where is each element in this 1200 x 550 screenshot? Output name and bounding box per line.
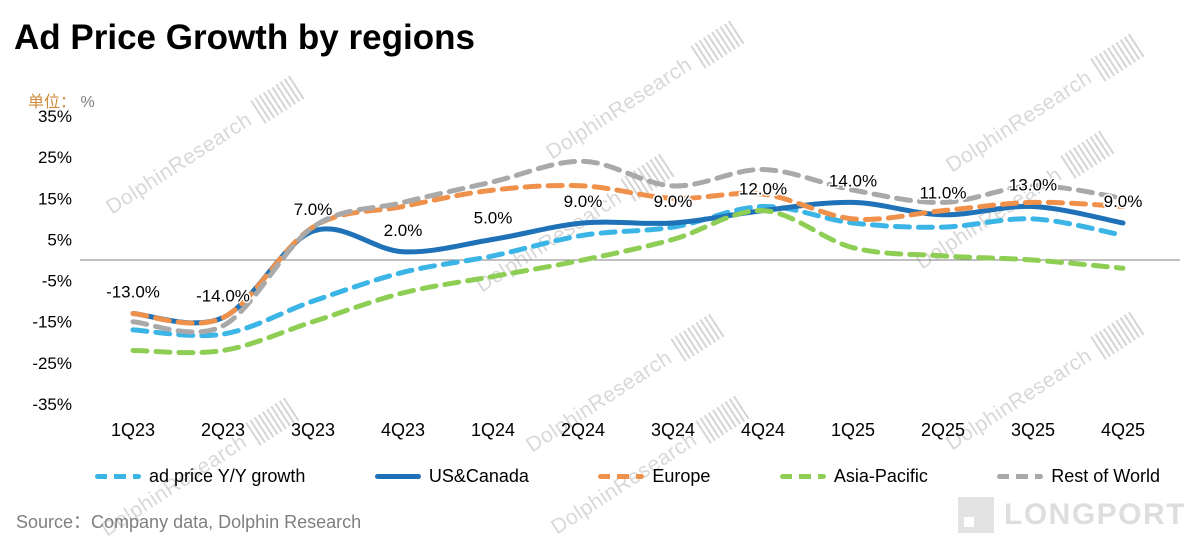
- data-label: 11.0%: [920, 184, 967, 203]
- y-tick-label: 35%: [38, 107, 72, 126]
- legend-line-sample: [598, 474, 645, 479]
- legend-item-rest-of-world: Rest of World: [997, 466, 1160, 487]
- legend-line-sample: [374, 474, 421, 479]
- series-line-asia-pacific: [130, 208, 1126, 356]
- legend-label: ad price Y/Y growth: [149, 466, 306, 486]
- source-note: Source：Company data, Dolphin Research: [16, 512, 362, 532]
- y-tick-label: -5%: [42, 272, 72, 291]
- x-tick-label: 1Q24: [471, 420, 515, 440]
- legend-label: Rest of World: [1051, 466, 1160, 486]
- x-tick-label: 2Q24: [561, 420, 605, 440]
- x-tick-label: 3Q24: [651, 420, 695, 440]
- x-tick-label: 4Q23: [381, 420, 425, 440]
- legend-line-sample: [997, 474, 1044, 479]
- longport-logo-text: LONGPORT: [1004, 498, 1186, 531]
- legend-line-sample: [95, 474, 141, 479]
- data-label: 9.0%: [654, 192, 693, 211]
- unit-label-text: 单位：: [28, 94, 77, 111]
- series-line-us-canada: [130, 199, 1126, 326]
- data-label: -14.0%: [196, 287, 250, 306]
- data-label: 14.0%: [829, 171, 877, 190]
- legend-line-sample: [779, 474, 826, 479]
- chart-legend: ad price Y/Y growth US&Canada Europe Asia-P…: [95, 466, 1160, 487]
- data-label: 9.0%: [564, 192, 603, 211]
- x-tick-label: 2Q23: [201, 420, 245, 440]
- data-label: 13.0%: [1009, 176, 1057, 195]
- unit-value-text: %: [80, 94, 95, 111]
- watermark-barcode-icon: [1089, 32, 1147, 83]
- legend-label: US&Canada: [428, 466, 529, 486]
- unit-label: 单位： %: [28, 88, 95, 112]
- y-tick-label: 5%: [47, 230, 72, 249]
- data-label: 12.0%: [739, 180, 787, 199]
- longport-logo-icon: [958, 497, 994, 533]
- series-line-ad-price-y-y-growth: [130, 203, 1126, 339]
- legend-item-ad-price-y-y-growth: ad price Y/Y growth: [95, 466, 305, 487]
- data-label: 7.0%: [294, 200, 333, 219]
- data-label: -13.0%: [106, 283, 160, 302]
- x-tick-label: 4Q25: [1101, 420, 1145, 440]
- data-label: 2.0%: [384, 221, 423, 240]
- legend-item-europe: Europe: [598, 466, 710, 487]
- page-title: Ad Price Growth by regions: [14, 18, 475, 57]
- y-tick-label: -15%: [32, 313, 72, 332]
- legend-item-us-canada: US&Canada: [374, 466, 529, 487]
- legend-label: Europe: [652, 466, 711, 486]
- x-tick-label: 3Q25: [1011, 420, 1055, 440]
- data-label: 5.0%: [474, 208, 513, 227]
- longport-brand: LONGPORT: [958, 497, 1186, 533]
- y-tick-label: -25%: [32, 354, 72, 373]
- x-tick-label: 3Q23: [291, 420, 335, 440]
- watermark-barcode-icon: [689, 19, 747, 70]
- y-tick-label: 15%: [38, 189, 72, 208]
- legend-label: Asia-Pacific: [833, 466, 928, 486]
- data-label: 9.0%: [1104, 192, 1143, 211]
- x-tick-label: 1Q25: [831, 420, 875, 440]
- legend-item-asia-pacific: Asia-Pacific: [779, 466, 928, 487]
- y-tick-label: -35%: [32, 395, 72, 414]
- x-tick-label: 1Q23: [111, 420, 155, 440]
- chart: 35% 25% 15% 5% -5% -15% -25% -35% 1Q23 2Q23 3Q23 4Q…: [32, 107, 1180, 440]
- x-tick-label: 2Q25: [921, 420, 965, 440]
- series-line-rest-of-world: [130, 158, 1126, 335]
- x-tick-label: 4Q24: [741, 420, 785, 440]
- y-tick-label: 25%: [38, 148, 72, 167]
